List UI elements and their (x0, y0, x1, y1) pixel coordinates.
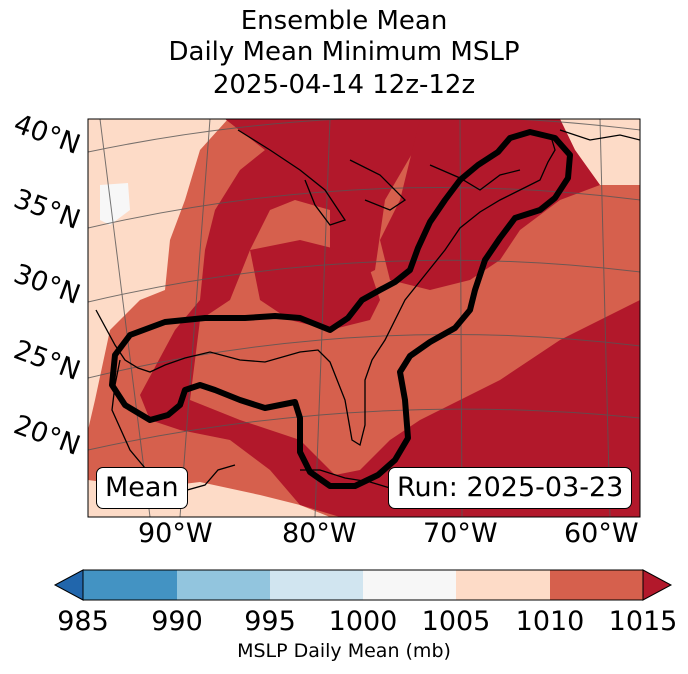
lon-label-90: 90°W (138, 518, 213, 549)
colorbar-extend-low (53, 569, 84, 601)
colorbar-bin-1005-1010 (456, 570, 550, 600)
field-1015-plus-northeast (380, 119, 600, 290)
colorbar-bin-1000-1005 (363, 570, 456, 600)
colorbar-bin-985-990 (83, 570, 177, 600)
field-1000-1005 (100, 183, 130, 225)
title-line-1: Ensemble Mean (240, 6, 448, 36)
colorbar-tick-990: 990 (151, 606, 203, 637)
colorbar-extend-high (642, 569, 673, 601)
field-1015-plus (140, 119, 640, 517)
lat-label-20: 20°N (10, 409, 85, 461)
lon-label-60: 60°W (564, 518, 639, 549)
mslp-contour (109, 129, 573, 489)
title-line-2: Daily Mean Minimum MSLP (168, 37, 520, 67)
colorbar-tick-985: 985 (57, 606, 109, 637)
lat-label-40: 40°N (10, 108, 85, 160)
colorbar-tick-1015: 1015 (608, 606, 678, 637)
colorbar-tick-1000: 1000 (328, 606, 398, 637)
colorbar-label: MSLP Daily Mean (mb) (237, 640, 451, 662)
lon-label-80: 80°W (282, 518, 357, 549)
colorbar (53, 569, 673, 601)
colorbar-tick-995: 995 (244, 606, 296, 637)
colorbar-tick-1005: 1005 (421, 606, 491, 637)
lat-label-30: 30°N (10, 258, 85, 310)
colorbar-tick-1010: 1010 (515, 606, 585, 637)
colorbar-frame (82, 569, 644, 601)
lat-label-35: 35°N (10, 183, 85, 235)
colorbar-bin-1010-1015 (550, 570, 643, 600)
map-frame (87, 118, 641, 518)
lat-label-25: 25°N (10, 334, 85, 386)
title-line-3: 2025-04-14 12z-12z (212, 70, 476, 100)
lon-label-70: 70°W (423, 518, 498, 549)
map-area (88, 119, 640, 517)
colorbar-bin-995-1000 (270, 570, 363, 600)
run-date-badge: Run: 2025-03-23 (388, 467, 633, 509)
field-1015-plus-center (250, 240, 380, 330)
colorbar-bin-990-995 (177, 570, 270, 600)
mean-badge: Mean (96, 467, 188, 509)
